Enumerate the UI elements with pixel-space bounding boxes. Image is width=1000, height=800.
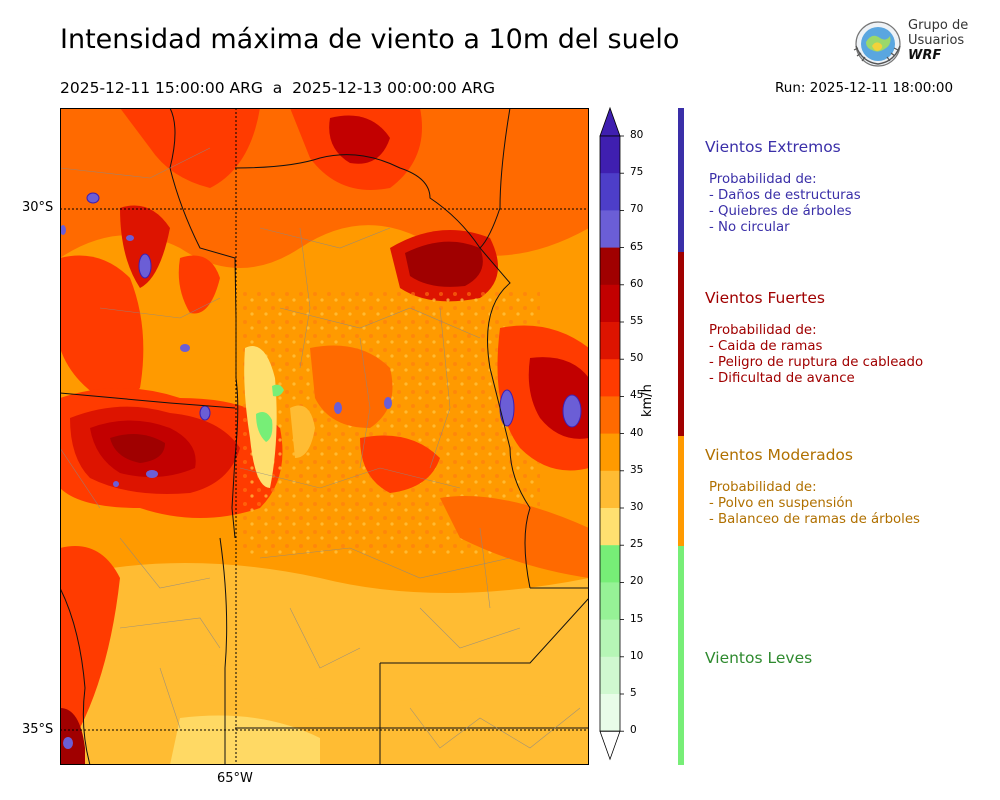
forecast-period: 2025-12-11 15:00:00 ARG a 2025-12-13 00:… [60,79,496,97]
category-title-strong: Vientos Fuertes [705,289,825,307]
colorbar-swatch [600,136,620,174]
colorbar-tick-label: 15 [630,612,644,625]
colorbar-tick-label: 0 [630,724,637,737]
logo-line-3: WRF [908,48,942,63]
colorbar-swatch [600,582,620,621]
category-title-light: Vientos Leves [705,649,813,667]
extreme-bar [678,108,684,252]
colorbar-swatch [600,545,620,583]
logo-text: Grupo de Usuarios WRF [908,18,968,63]
colorbar-tick-label: 45 [630,389,644,402]
light-bar [678,546,684,765]
colorbar-swatch [600,322,620,360]
colorbar-tick-label: 75 [630,166,644,179]
colorbar-swatch [600,210,620,249]
colorbar-swatch [600,694,620,732]
colorbar-tick-label: 65 [630,240,644,253]
category-title-moderate: Vientos Moderados [705,446,853,464]
colorbar-tick-label: 80 [630,129,644,141]
wind-speed-colorbar [599,106,624,761]
colorbar-tick-label: 10 [630,649,644,662]
colorbar-swatch [600,359,620,397]
colorbar-swatch [600,433,620,472]
colorbar-swatch [600,619,620,658]
colorbar-max-arrow [599,106,621,137]
colorbar-min-arrow [599,730,621,761]
lat-label-30s: 30°S [22,200,54,215]
category-body-strong: Probabilidad de: - Caida de ramas - Pelig… [709,323,924,386]
colorbar-swatch [600,247,620,286]
colorbar-tick-label: 25 [630,538,644,551]
colorbar-swatch [600,470,620,509]
logo-line-1: Grupo de [908,18,969,33]
lat-label-35s: 35°S [22,722,54,737]
map-title: Intensidad máxima de viento a 10m del su… [60,24,680,55]
colorbar-tick-label: 70 [630,203,644,216]
colorbar-tick-label: 35 [630,463,644,476]
lon-label-65w: 65°W [217,771,253,786]
logo-line-2: Usuarios [908,33,965,48]
colorbar-tick-label: 30 [630,501,644,513]
run-timestamp: Run: 2025-12-11 18:00:00 [775,80,954,96]
moderate-bar [678,436,684,546]
strong-bar [678,252,684,436]
category-title-extreme: Vientos Extremos [705,138,841,156]
colorbar-tick-label: 40 [630,426,644,439]
colorbar-tick-label: 50 [630,352,644,365]
grupo-usuarios-wrf-logo [848,16,973,72]
colorbar-tick-label: 60 [630,277,644,290]
colorbar-tick-label: 55 [630,315,644,327]
colorbar-swatch [600,508,620,546]
category-body-moderate: Probabilidad de: - Polvo en suspensión - … [709,480,920,527]
colorbar-tick-label: 20 [630,575,644,588]
wind-map [60,108,589,765]
colorbar-swatch [600,173,620,211]
colorbar-unit: km/h [640,384,655,417]
colorbar-swatch [600,284,620,323]
globe-logo-icon [853,21,901,67]
colorbar-swatch [600,656,620,695]
colorbar-swatch [600,396,620,435]
colorbar-tick-label: 5 [630,687,637,699]
category-body-extreme: Probabilidad de: - Daños de estructuras -… [709,172,861,235]
wind-field-svg [60,108,589,765]
